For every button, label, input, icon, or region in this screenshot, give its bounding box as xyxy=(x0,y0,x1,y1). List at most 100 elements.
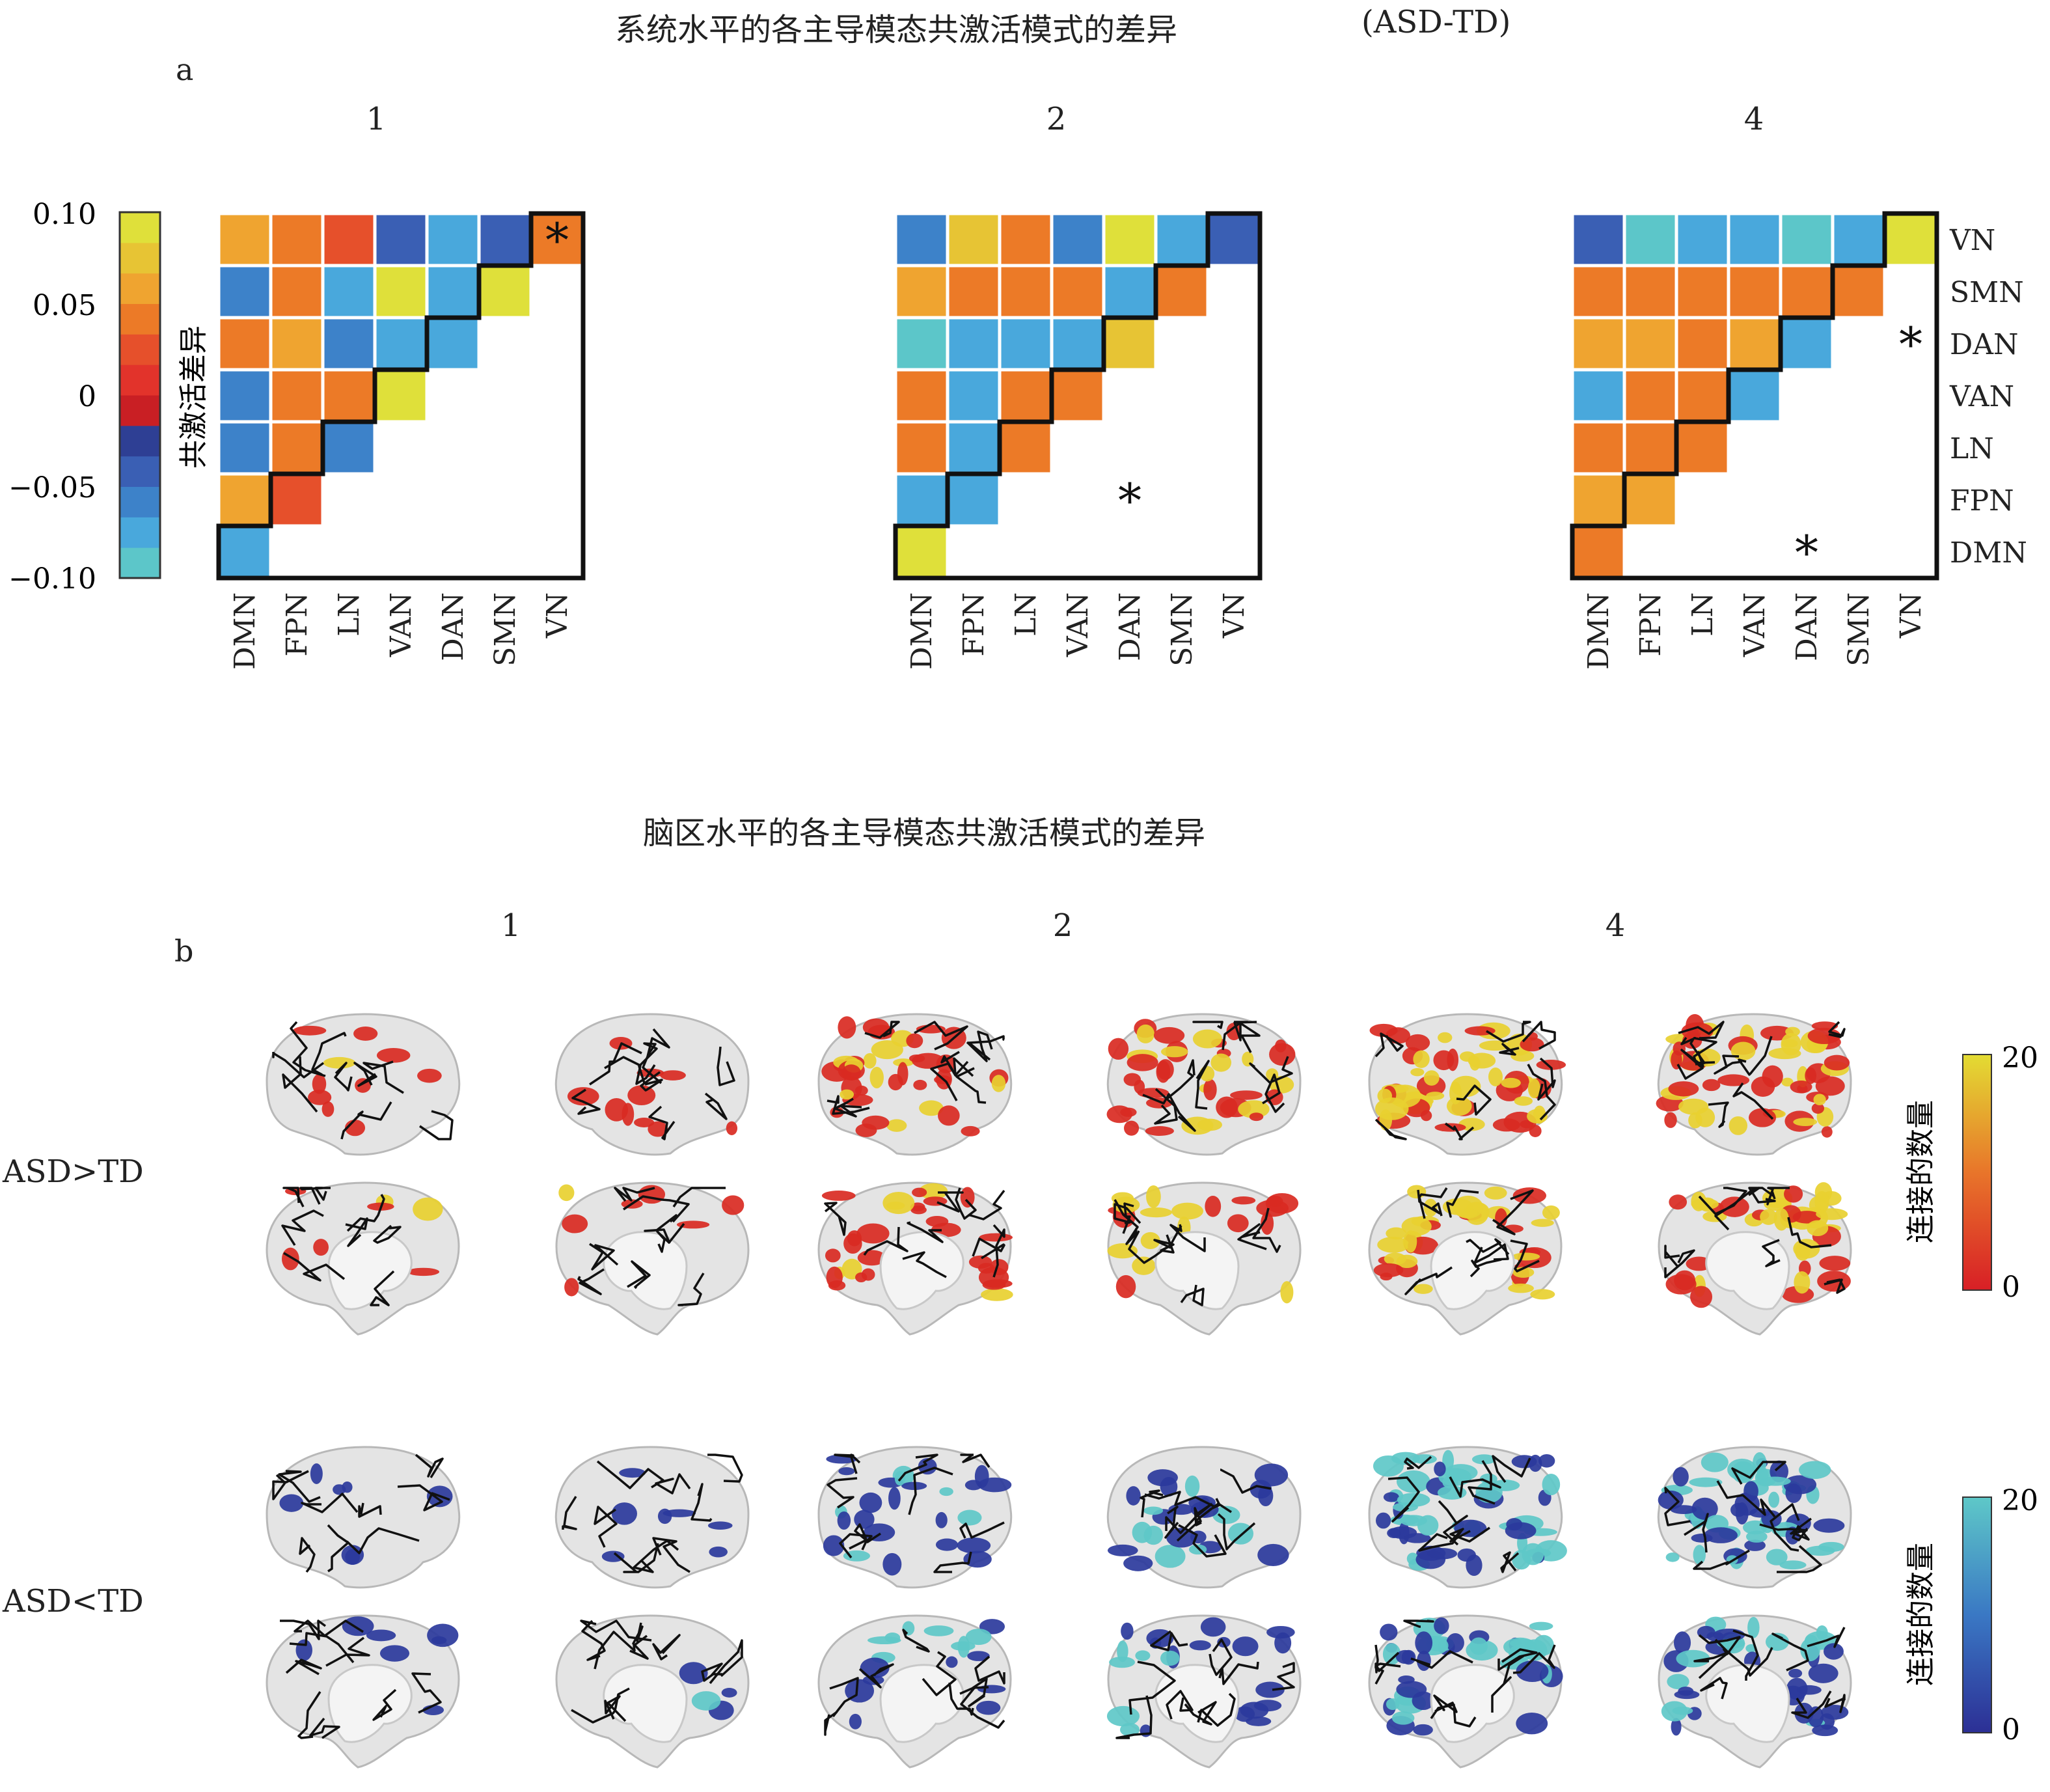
panel-b-colorbar-negative: 20 0 连接的数量 xyxy=(1904,1484,2038,1746)
heatmap-xtick: VN xyxy=(541,592,574,639)
colorbar-swatch xyxy=(120,486,160,517)
brain-surface xyxy=(554,1013,750,1156)
heatmap-cell xyxy=(1570,472,1626,528)
heatmap-cell xyxy=(894,264,950,320)
pos-cbar-min: 0 xyxy=(2002,1271,2020,1304)
heatmap-cell xyxy=(217,212,273,268)
colorbar-swatch xyxy=(120,547,160,579)
significance-star: * xyxy=(1795,525,1818,580)
heatmap-cell xyxy=(1674,368,1730,424)
brain-col-1-title: 1 xyxy=(500,907,521,944)
heatmap-cell xyxy=(1622,420,1678,476)
heatmap-xtick: VAN xyxy=(1061,592,1095,657)
heatmap-xtick: SMN xyxy=(1166,592,1199,667)
heatmap-cell xyxy=(1779,264,1835,320)
heatmap-xtick: FPN xyxy=(1634,592,1667,657)
significance-star: * xyxy=(1899,317,1922,372)
heatmap-cell xyxy=(1727,212,1783,268)
brain-surface xyxy=(555,1614,750,1769)
heatmap-xtick: VN xyxy=(1218,592,1251,639)
neg-cbar-max: 20 xyxy=(2002,1484,2038,1517)
brain-surface xyxy=(1656,1013,1852,1156)
heatmap-3-title: 4 xyxy=(1743,101,1764,137)
colorbar-swatch xyxy=(120,425,160,457)
colorbar-swatch xyxy=(120,242,160,274)
heatmap-cell xyxy=(894,368,950,424)
heatmap-cell xyxy=(425,316,481,372)
colorbar-label: 共激活差异 xyxy=(177,325,210,469)
heatmap-ytick: VAN xyxy=(1949,380,2014,413)
heatmap-cell xyxy=(1622,316,1678,372)
heatmap-xtick: VAN xyxy=(1738,592,1771,657)
heatmap-cell xyxy=(1674,264,1730,320)
heatmap-ytick: LN xyxy=(1950,432,1994,465)
brain-surface xyxy=(1368,1446,1567,1589)
brain-col-3-title: 4 xyxy=(1605,907,1626,944)
heatmap-cell xyxy=(1831,212,1887,268)
heatmap-xtick: FPN xyxy=(957,592,991,657)
heatmap-cell xyxy=(1727,368,1783,424)
brain-surface xyxy=(1368,1614,1563,1769)
heatmap-cell xyxy=(998,264,1054,320)
brain-col-2-title: 2 xyxy=(1052,907,1073,944)
heatmap-cell xyxy=(1727,316,1783,372)
heatmap-cell xyxy=(1570,316,1626,372)
heatmap-outline xyxy=(216,211,586,581)
heatmap-cell xyxy=(1622,264,1678,320)
heatmap-xtick: SMN xyxy=(489,592,522,667)
heatmap-xtick: DMN xyxy=(905,592,938,670)
heatmap-cell xyxy=(321,264,377,320)
heatmap-cell xyxy=(946,472,1002,528)
heatmap-cell xyxy=(1102,316,1158,372)
heatmap-cell xyxy=(1154,212,1210,268)
heatmap-cell xyxy=(1206,212,1262,268)
heatmap-cell xyxy=(1622,212,1678,268)
brain-surface xyxy=(1106,1013,1302,1156)
brain-surface xyxy=(1368,1181,1563,1336)
heatmap-xtick: DMN xyxy=(228,592,262,670)
heatmap-cell xyxy=(269,420,325,476)
colorbar-tick-3: −0.05 xyxy=(8,471,96,504)
heatmap-ytick: SMN xyxy=(1950,276,2024,309)
pos-cbar-label: 连接的数量 xyxy=(1904,1100,1937,1243)
heatmap-cell xyxy=(269,472,325,528)
brain-surface xyxy=(817,1013,1013,1156)
heatmap-xtick: DAN xyxy=(1790,592,1824,661)
brain-surface xyxy=(1368,1013,1566,1156)
brain-surface xyxy=(554,1446,750,1589)
heatmap-cell xyxy=(946,264,1002,320)
colorbar-swatch xyxy=(120,395,160,426)
panel-a-letter: a xyxy=(176,52,194,87)
heatmap-cell xyxy=(1883,212,1939,268)
heatmap-outline xyxy=(1570,211,1939,581)
brain-surface xyxy=(1106,1446,1302,1589)
brain-maps xyxy=(266,1013,1852,1769)
heatmap-xtick: VN xyxy=(1894,592,1928,639)
panel-a-title-suffix: (ASD-TD) xyxy=(1361,4,1511,40)
heatmap-xtick: DAN xyxy=(437,592,470,661)
brain-surface xyxy=(1107,1181,1302,1336)
heatmap-cell xyxy=(1154,264,1210,320)
heatmap-xtick: SMN xyxy=(1842,592,1876,667)
heatmap-cell xyxy=(1050,368,1106,424)
heatmap-cell xyxy=(1779,212,1835,268)
colorbar-swatch xyxy=(120,273,160,304)
heatmap-cell xyxy=(1570,212,1626,268)
heatmap-cell xyxy=(894,524,950,580)
colorbar-tick-0: 0.10 xyxy=(33,198,96,231)
brain-surface xyxy=(555,1181,750,1336)
significance-star: * xyxy=(1118,473,1141,528)
heatmap-cell xyxy=(998,420,1054,476)
heatmap-cell xyxy=(217,420,273,476)
heatmap-cell xyxy=(894,316,950,372)
heatmap-cell xyxy=(217,524,273,580)
panel-a-title: 系统水平的各主导模态共激活模式的差异 xyxy=(615,12,1178,48)
colorbar-swatch xyxy=(120,365,160,396)
heatmap-cell xyxy=(1102,212,1158,268)
neg-cbar-min: 0 xyxy=(2002,1713,2020,1746)
heatmap-cell xyxy=(373,264,429,320)
heatmap-cell xyxy=(217,368,273,424)
brain-surface xyxy=(1106,1614,1302,1769)
heatmap-cell xyxy=(1570,420,1626,476)
heatmap-xtick: FPN xyxy=(280,592,314,657)
